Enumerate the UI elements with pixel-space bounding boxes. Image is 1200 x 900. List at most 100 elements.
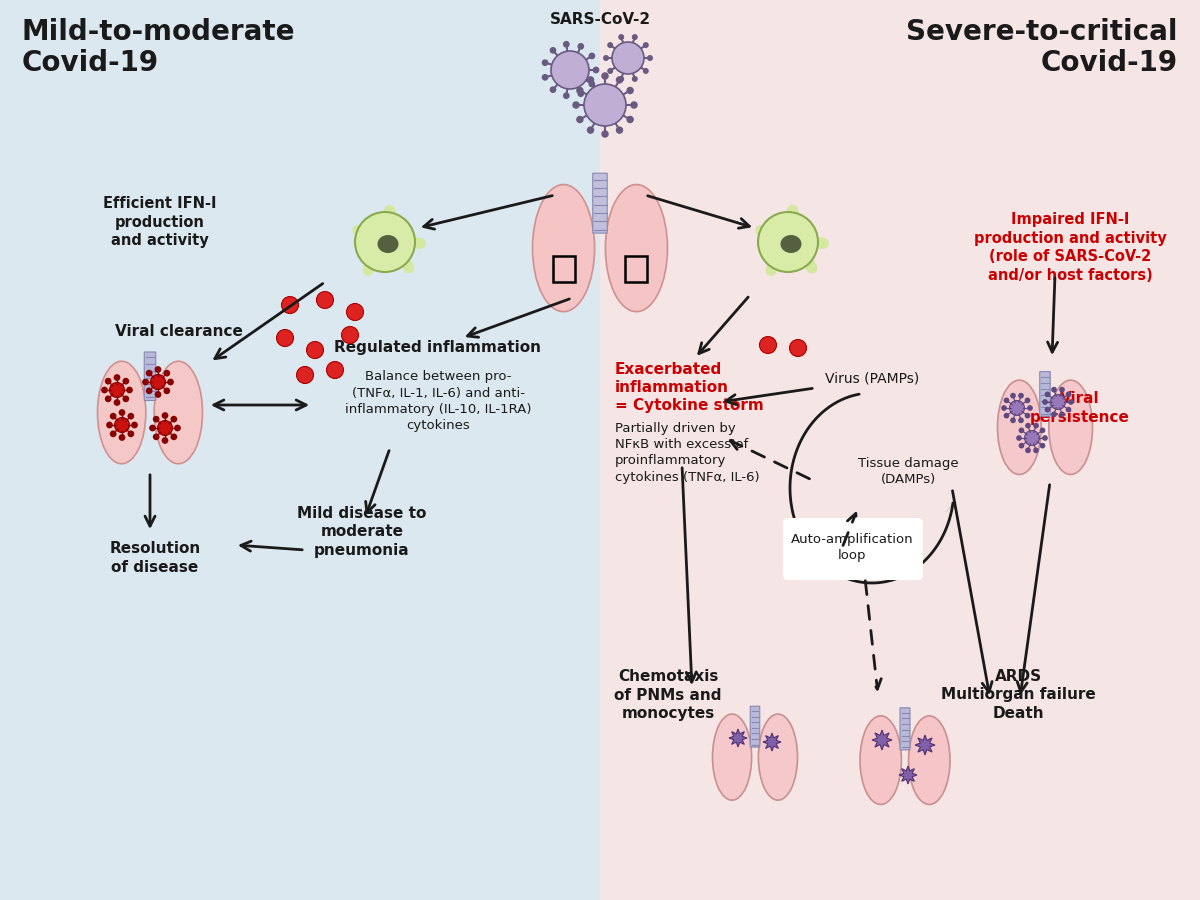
Circle shape	[772, 240, 784, 251]
Circle shape	[370, 251, 380, 262]
Circle shape	[362, 265, 373, 276]
Circle shape	[757, 225, 768, 236]
Circle shape	[365, 242, 376, 253]
Circle shape	[788, 212, 799, 223]
Circle shape	[1039, 443, 1045, 448]
Circle shape	[785, 246, 796, 256]
Circle shape	[373, 226, 384, 237]
Circle shape	[632, 35, 637, 40]
Circle shape	[155, 366, 161, 373]
Circle shape	[776, 245, 787, 256]
Circle shape	[787, 258, 798, 269]
Circle shape	[796, 248, 808, 259]
Circle shape	[770, 230, 781, 241]
Circle shape	[787, 206, 798, 217]
Circle shape	[1019, 428, 1025, 433]
Circle shape	[372, 239, 383, 250]
Text: Efficient IFN-I
production
and activity: Efficient IFN-I production and activity	[103, 196, 217, 248]
Circle shape	[800, 237, 811, 248]
Circle shape	[769, 218, 780, 229]
Circle shape	[805, 237, 816, 248]
Circle shape	[374, 228, 385, 238]
Circle shape	[1025, 430, 1039, 446]
Circle shape	[114, 374, 120, 381]
Circle shape	[385, 214, 396, 225]
Circle shape	[643, 68, 648, 73]
Circle shape	[355, 212, 415, 272]
Circle shape	[152, 416, 160, 422]
Circle shape	[368, 254, 379, 265]
Circle shape	[119, 410, 125, 416]
Circle shape	[342, 327, 359, 344]
Circle shape	[1025, 423, 1031, 428]
Circle shape	[764, 228, 776, 239]
Circle shape	[403, 263, 414, 274]
Circle shape	[775, 224, 786, 236]
Circle shape	[770, 240, 782, 251]
Circle shape	[577, 116, 583, 122]
Circle shape	[394, 248, 404, 259]
Circle shape	[781, 234, 792, 245]
Circle shape	[276, 329, 294, 346]
Text: Chemotaxis
of PNMs and
monocytes: Chemotaxis of PNMs and monocytes	[614, 669, 721, 721]
Circle shape	[371, 222, 382, 233]
Circle shape	[818, 238, 829, 248]
Circle shape	[380, 239, 391, 250]
Circle shape	[389, 244, 400, 255]
Circle shape	[412, 238, 422, 248]
Circle shape	[803, 256, 814, 267]
Circle shape	[784, 236, 794, 247]
Circle shape	[787, 220, 798, 231]
Circle shape	[109, 430, 116, 437]
Circle shape	[589, 81, 594, 86]
Text: Impaired IFN-I
production and activity
(role of SARS-CoV-2
and/or host factors): Impaired IFN-I production and activity (…	[973, 212, 1166, 283]
Circle shape	[380, 233, 392, 244]
Circle shape	[799, 252, 811, 264]
Circle shape	[785, 247, 796, 257]
Circle shape	[382, 247, 392, 257]
Circle shape	[779, 238, 790, 248]
Circle shape	[786, 250, 797, 261]
Circle shape	[632, 76, 637, 81]
Circle shape	[413, 238, 424, 248]
Circle shape	[395, 249, 406, 260]
Circle shape	[782, 237, 793, 248]
Circle shape	[374, 238, 385, 249]
Circle shape	[588, 127, 594, 133]
Circle shape	[619, 35, 624, 40]
Circle shape	[383, 253, 394, 264]
Circle shape	[578, 44, 583, 49]
Circle shape	[382, 243, 392, 254]
Circle shape	[1042, 399, 1048, 405]
Circle shape	[763, 244, 774, 255]
Circle shape	[1027, 405, 1033, 410]
Circle shape	[384, 256, 395, 267]
Circle shape	[365, 216, 376, 227]
Circle shape	[356, 246, 368, 256]
Circle shape	[376, 241, 386, 252]
Circle shape	[373, 245, 385, 256]
Circle shape	[409, 238, 421, 248]
Circle shape	[167, 379, 174, 385]
Circle shape	[131, 421, 138, 428]
Circle shape	[785, 238, 796, 248]
Circle shape	[353, 225, 364, 236]
Circle shape	[358, 227, 368, 238]
Circle shape	[383, 250, 394, 261]
Circle shape	[784, 235, 794, 246]
Circle shape	[805, 259, 816, 271]
Circle shape	[386, 231, 397, 243]
Circle shape	[776, 226, 787, 237]
Text: Auto-amplification
loop: Auto-amplification loop	[791, 534, 913, 562]
Circle shape	[602, 131, 608, 137]
Circle shape	[787, 218, 799, 229]
Circle shape	[384, 208, 396, 219]
Circle shape	[1060, 387, 1064, 392]
Circle shape	[1042, 435, 1048, 441]
Circle shape	[127, 430, 134, 437]
Bar	[553, 256, 575, 282]
Circle shape	[768, 259, 779, 271]
Circle shape	[780, 232, 792, 244]
Circle shape	[385, 210, 396, 220]
Circle shape	[104, 378, 112, 384]
